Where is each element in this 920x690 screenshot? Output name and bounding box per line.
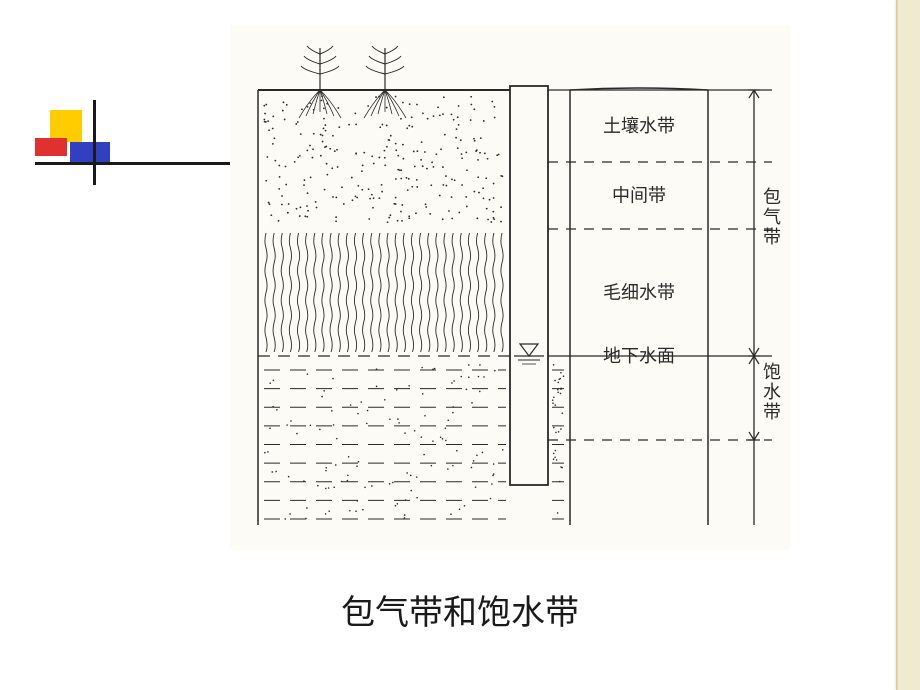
logo-vertical-line	[93, 100, 96, 185]
svg-text:水: 水	[763, 382, 781, 402]
svg-text:饱: 饱	[763, 362, 781, 382]
logo-red-block	[35, 138, 67, 156]
svg-text:地下水面: 地下水面	[603, 346, 675, 366]
svg-text:包: 包	[763, 187, 781, 207]
diagram-caption: 包气带和饱水带	[0, 585, 920, 634]
svg-text:气: 气	[763, 207, 781, 227]
slide-logo	[35, 100, 155, 200]
svg-text:土壤水带: 土壤水带	[603, 116, 675, 136]
svg-text:中间带: 中间带	[612, 186, 666, 206]
soil-water-zones-diagram: 土壤水带中间带毛细水带地下水面包气带饱水带	[230, 25, 790, 550]
svg-text:带: 带	[763, 402, 781, 422]
svg-text:毛细水带: 毛细水带	[603, 283, 675, 303]
diagram-svg: 土壤水带中间带毛细水带地下水面包气带饱水带	[230, 25, 790, 550]
svg-text:带: 带	[763, 227, 781, 247]
logo-blue-block	[70, 142, 110, 164]
